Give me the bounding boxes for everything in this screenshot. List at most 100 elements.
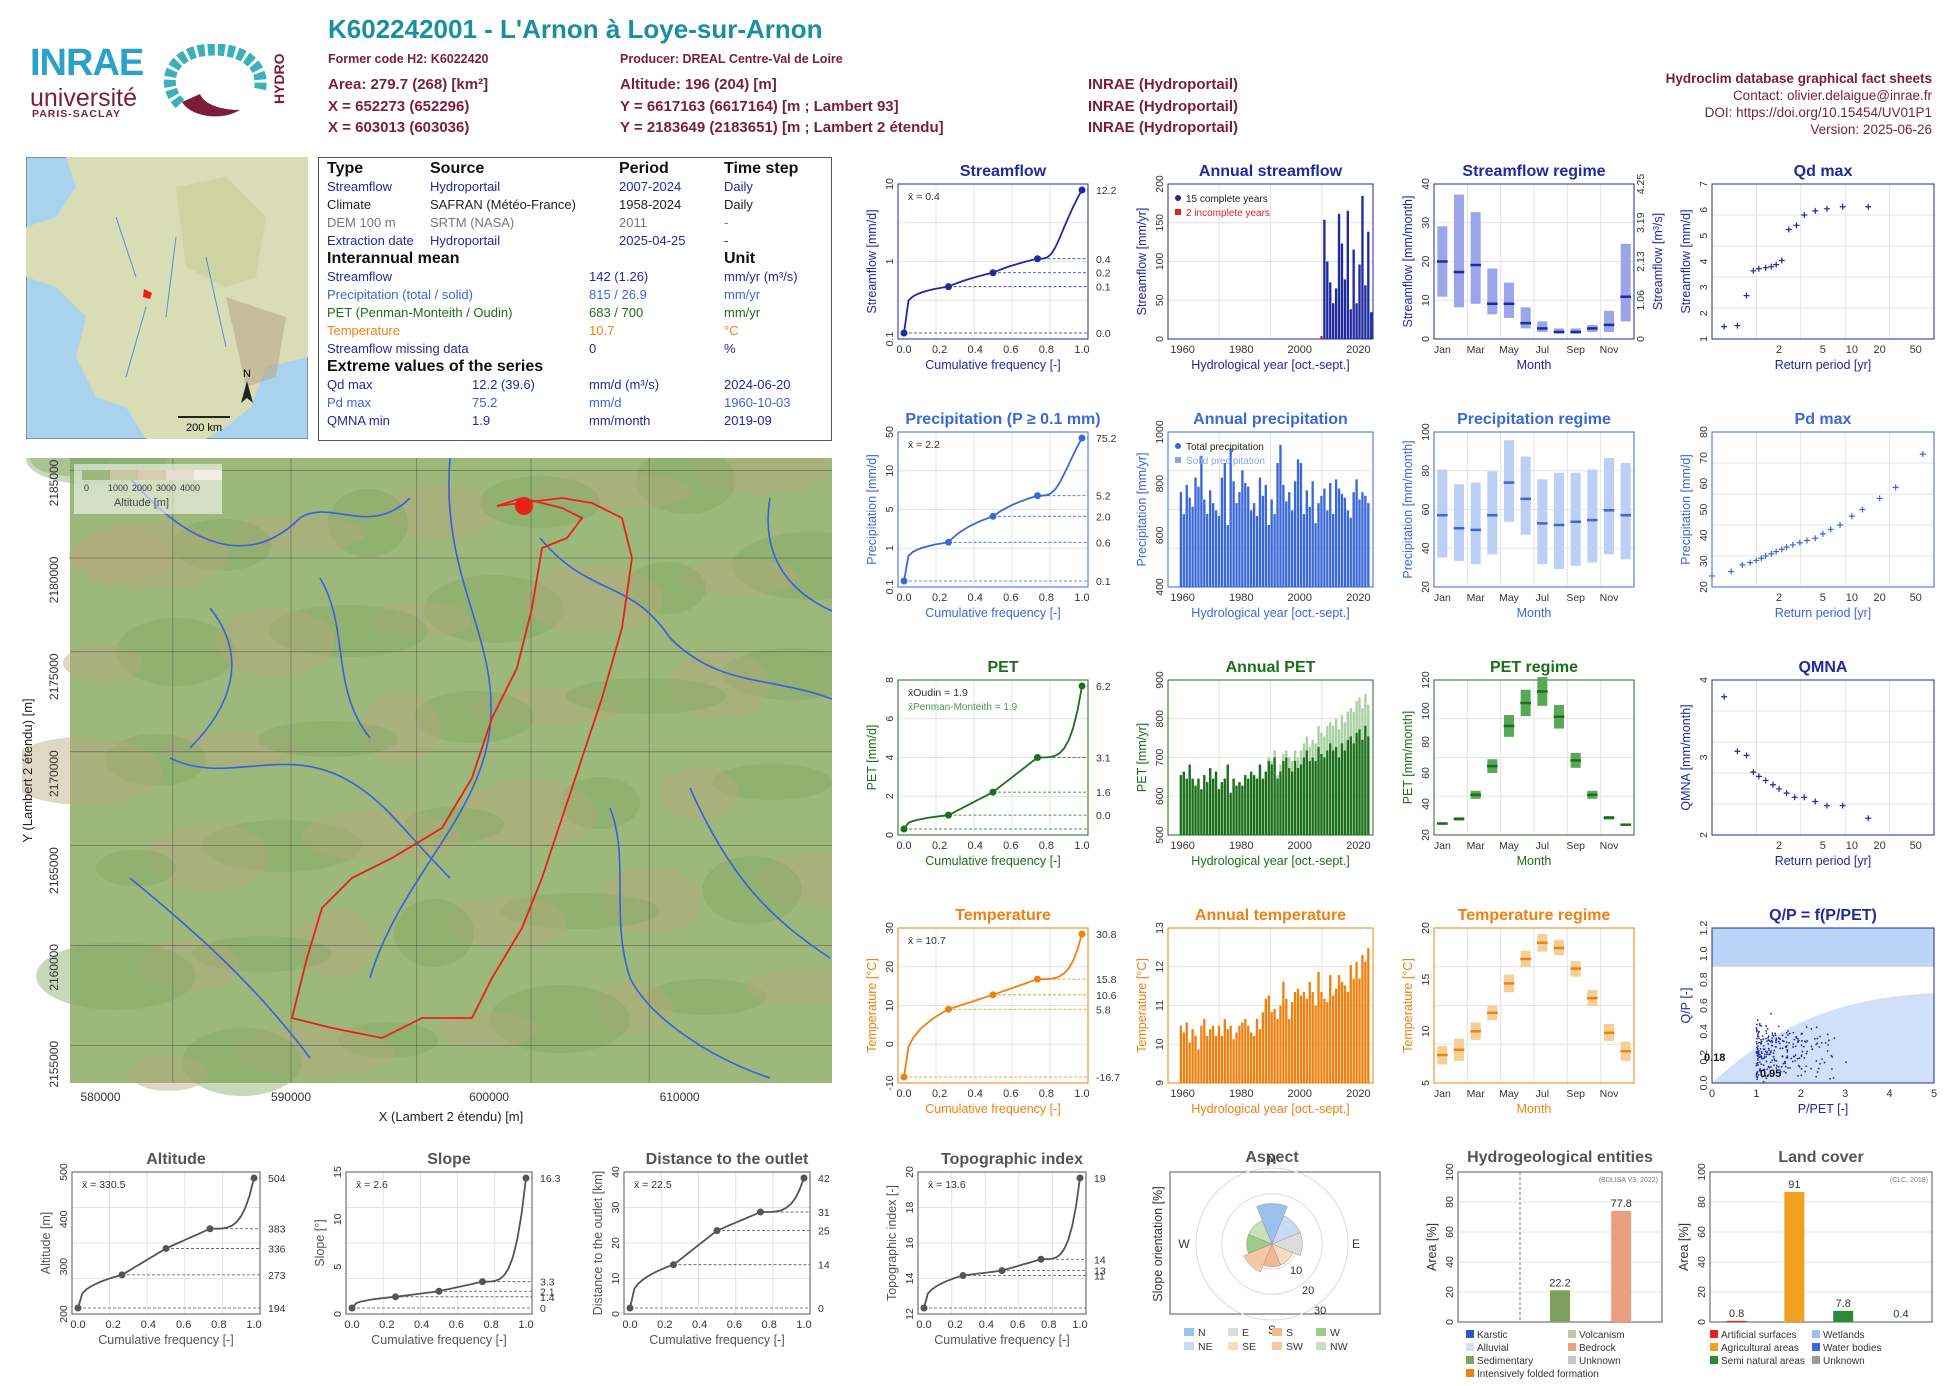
annual-bar	[1367, 231, 1370, 339]
qp-point	[1772, 1055, 1775, 1058]
legend-label: Bedrock	[1579, 1343, 1617, 1354]
data-source-label: (CLC, 2018)	[1890, 1177, 1928, 1184]
y-tick-label: 6	[1698, 207, 1710, 213]
info-timestep: Daily	[724, 179, 753, 194]
annual-bar	[1276, 463, 1279, 587]
legend-marker	[1175, 209, 1181, 215]
chart-frame	[917, 1171, 1087, 1315]
qp-point	[1767, 1073, 1770, 1076]
terrain-patch	[560, 777, 640, 829]
qp-point	[1763, 1068, 1766, 1071]
annual-bar	[1217, 515, 1221, 587]
qp-point	[1778, 1042, 1781, 1045]
qp-point	[1779, 1047, 1782, 1050]
annual-bar	[1232, 1039, 1235, 1083]
x-tick-label: 0.4	[968, 840, 983, 852]
y-tick-label: 40	[1420, 798, 1432, 810]
month-label: Jul	[1536, 344, 1549, 356]
x-tick-label: 0.6	[1003, 592, 1018, 604]
database-name: Hydroclim database graphical fact sheets	[1665, 71, 1932, 86]
annual-bar	[1250, 1032, 1253, 1083]
annual-bar	[1291, 1002, 1294, 1083]
y-tick-label: 80	[1420, 465, 1432, 477]
qp-point	[1785, 1041, 1788, 1044]
x-tick-label: 20	[1874, 840, 1886, 852]
qp-point	[1760, 1063, 1763, 1066]
qp-point	[1766, 1051, 1768, 1054]
qp-point	[1768, 1066, 1771, 1069]
qp-point	[1805, 1052, 1808, 1055]
legend-swatch	[1466, 1356, 1474, 1364]
y-tick-label: 70	[1698, 452, 1710, 464]
x-tick-label: 0.0	[896, 840, 911, 852]
annual-bar	[1320, 495, 1323, 587]
annual-bar	[1258, 477, 1262, 587]
month-label: May	[1499, 344, 1520, 356]
y-tick-label: 12	[904, 1308, 916, 1320]
annual-bar	[1326, 1002, 1329, 1083]
qp-point	[1772, 1052, 1775, 1054]
annual-bar	[1291, 510, 1294, 587]
annual-bar	[1182, 771, 1185, 835]
legend-label: Water bodies	[1823, 1343, 1882, 1354]
rose-ring-label: 20	[1302, 1285, 1314, 1297]
qp-point	[1771, 1032, 1774, 1034]
annual-bar	[1279, 1005, 1282, 1083]
chart-title: Distance to the outlet	[646, 1151, 809, 1168]
qp-point	[1758, 1030, 1760, 1033]
y-tick-label: 2	[884, 793, 896, 799]
qp-point	[1810, 1067, 1812, 1070]
chart-title: Temperature regime	[1458, 907, 1611, 924]
legend-label: Intensively folded formation	[1477, 1369, 1599, 1380]
chart-frame	[1169, 1171, 1381, 1315]
annual-bar	[1346, 992, 1349, 1083]
annual-bar	[1346, 739, 1349, 835]
qp-point	[1769, 1051, 1772, 1054]
qp-point	[1819, 1035, 1821, 1038]
regime-box	[1504, 282, 1514, 318]
rp-point	[1783, 790, 1790, 797]
terrain-patch	[659, 767, 739, 819]
annual-bar	[1209, 1029, 1212, 1083]
x-tick-label: 0.2	[948, 1319, 963, 1331]
annual-bar	[1349, 309, 1352, 339]
terrain-patch	[437, 1012, 537, 1048]
month-label: May	[1499, 592, 1520, 604]
y-tick-label: 2	[1698, 832, 1710, 838]
annual-bar	[1241, 1022, 1244, 1083]
regime-box	[1470, 482, 1481, 565]
rp-point	[1827, 526, 1834, 533]
qp-point	[1775, 1041, 1777, 1044]
terrain-patch	[73, 529, 173, 581]
legend-label: SE	[1242, 1341, 1256, 1353]
right-value-label: 194	[268, 1303, 286, 1315]
interannual-label: Temperature	[327, 323, 400, 338]
qp-point	[1757, 1074, 1760, 1076]
annual-bar	[1273, 514, 1276, 587]
annual-bar	[1214, 1035, 1218, 1083]
annual-bar	[1241, 470, 1244, 587]
x-tick-label: 0.8	[1041, 1319, 1056, 1331]
rose-ring-label: 30	[1314, 1305, 1326, 1317]
annual-bar	[1270, 764, 1273, 835]
chart-title: Aspect	[1245, 1149, 1299, 1166]
chart-title: Qd max	[1794, 163, 1853, 180]
interannual-unit: mm/yr	[724, 305, 761, 320]
qp-point	[1792, 1055, 1795, 1058]
annual-bar	[1323, 998, 1326, 1083]
x-tick-label: 1.0	[1074, 592, 1089, 604]
info-type: Streamflow	[327, 179, 393, 194]
terrain-patch	[301, 810, 461, 862]
chart-title: Hydrogeological entities	[1467, 1149, 1653, 1166]
qp-point	[1801, 1050, 1804, 1053]
qp-point	[1770, 1044, 1773, 1047]
annual-bar	[1308, 761, 1311, 835]
annual-bar	[1329, 282, 1332, 339]
y-tick-label: 80	[1696, 1196, 1708, 1208]
y-tick-label: 20	[1444, 1286, 1456, 1298]
right-value-label: 273	[268, 1270, 286, 1282]
source-3: INRAE (Hydroportail)	[1088, 119, 1238, 136]
annual-bar	[1247, 1025, 1250, 1083]
annual-bar	[1273, 1008, 1276, 1083]
qp-point	[1797, 1041, 1799, 1044]
